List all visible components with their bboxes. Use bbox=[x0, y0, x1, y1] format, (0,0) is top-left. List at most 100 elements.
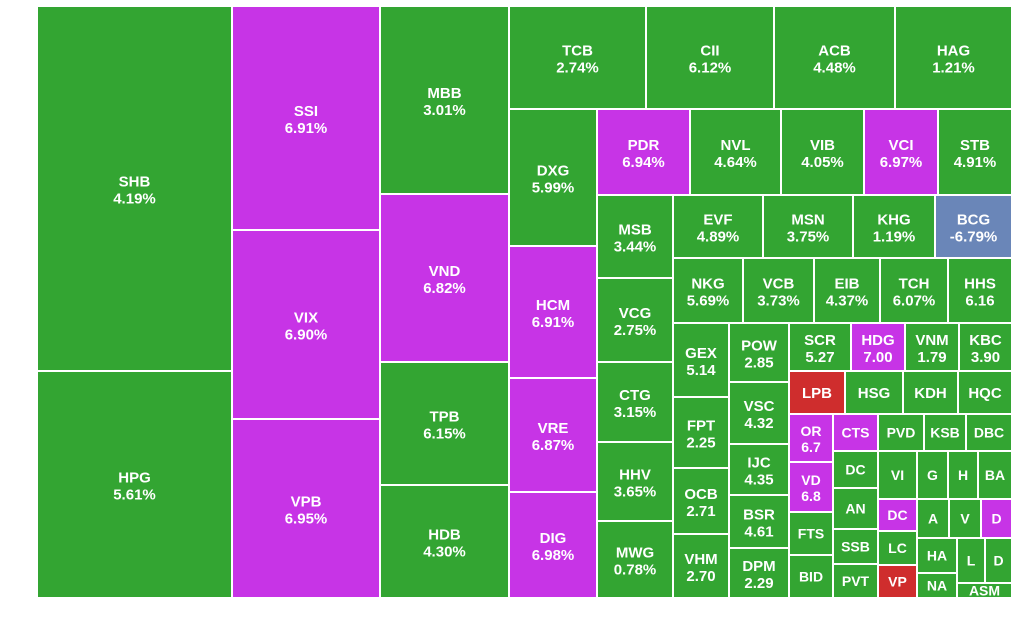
tile-d-64[interactable]: D bbox=[980, 498, 1013, 539]
tile-or-45[interactable]: OR6.7 bbox=[788, 413, 834, 463]
ticker-label: TCB bbox=[562, 43, 593, 60]
tile-dc-61[interactable]: DC bbox=[877, 498, 918, 532]
tile-lpb-37[interactable]: LPB bbox=[788, 370, 846, 415]
change-label: 4.35 bbox=[744, 472, 773, 489]
change-label: 3.44% bbox=[614, 239, 657, 256]
tile-ssb-67[interactable]: SSB bbox=[832, 528, 879, 565]
tile-ksb-48[interactable]: KSB bbox=[923, 413, 967, 452]
tile-an-60[interactable]: AN bbox=[832, 487, 879, 530]
tile-asm-79[interactable]: ASM bbox=[956, 582, 1013, 599]
ticker-label: PDR bbox=[628, 137, 660, 154]
tile-g-55[interactable]: G bbox=[916, 450, 949, 500]
tile-ha-69[interactable]: HA bbox=[916, 537, 958, 574]
change-label: 6.91% bbox=[532, 314, 575, 331]
tile-rect bbox=[904, 322, 960, 372]
tile-dbc-49[interactable]: DBC bbox=[965, 413, 1013, 452]
tile-pvt-76[interactable]: PVT bbox=[832, 563, 879, 599]
tile-ba-57[interactable]: BA bbox=[977, 450, 1013, 500]
tile-rect bbox=[958, 322, 1013, 372]
tile-hqc-40[interactable]: HQC bbox=[957, 370, 1013, 415]
tile-d-71[interactable]: D bbox=[984, 537, 1013, 584]
tile-cts-46[interactable]: CTS bbox=[832, 413, 879, 452]
tile-fts-66[interactable]: FTS bbox=[788, 511, 834, 556]
ticker-label: DIG bbox=[540, 530, 567, 547]
change-label: 4.05% bbox=[801, 154, 844, 171]
change-label: 7.00 bbox=[863, 349, 892, 366]
tile-rect bbox=[728, 494, 790, 549]
tile-rect bbox=[762, 194, 854, 259]
tile-na-78[interactable]: NA bbox=[916, 572, 958, 599]
tile-vd-52[interactable]: VD6.8 bbox=[788, 461, 834, 513]
tile-v-63[interactable]: V bbox=[948, 498, 982, 539]
tile-rect bbox=[231, 418, 381, 599]
tile-vp-77[interactable]: VP bbox=[877, 564, 918, 599]
ticker-label: VCI bbox=[888, 137, 913, 154]
ticker-label: SHB bbox=[119, 174, 151, 191]
tile-h-56[interactable]: H bbox=[947, 450, 979, 500]
tile-bcg-23[interactable]: BCG-6.79% bbox=[934, 194, 1013, 259]
tile-kdh-39[interactable]: KDH bbox=[902, 370, 959, 415]
ticker-label: OCB bbox=[684, 486, 718, 503]
tile-vi-54[interactable]: VI bbox=[877, 450, 918, 500]
ticker-label: VHM bbox=[684, 551, 717, 568]
ticker-label: KDH bbox=[914, 385, 947, 402]
tile-l-70[interactable]: L bbox=[956, 537, 986, 584]
ticker-label: PVD bbox=[887, 425, 916, 441]
tile-a-62[interactable]: A bbox=[916, 498, 950, 539]
ticker-label: CTS bbox=[842, 425, 870, 441]
tile-lc-68[interactable]: LC bbox=[877, 530, 918, 566]
tile-dc-53[interactable]: DC bbox=[832, 450, 879, 489]
tile-pvd-47[interactable]: PVD bbox=[877, 413, 925, 452]
tile-bid-75[interactable]: BID bbox=[788, 554, 834, 599]
tile-hsg-38[interactable]: HSG bbox=[844, 370, 904, 415]
